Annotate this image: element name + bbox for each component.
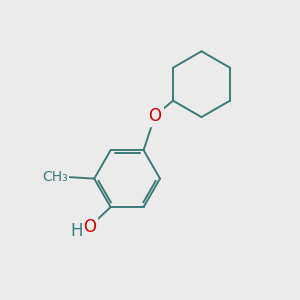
Text: O: O — [83, 218, 96, 236]
Text: CH₃: CH₃ — [43, 170, 68, 184]
Text: O: O — [148, 107, 161, 125]
Text: H: H — [70, 222, 82, 240]
